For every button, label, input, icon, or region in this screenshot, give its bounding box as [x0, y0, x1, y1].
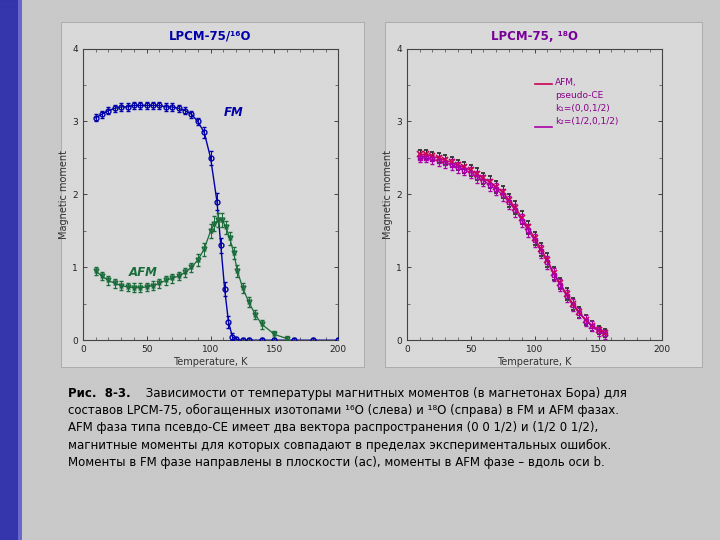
Bar: [18, 0, 22, 540]
Y-axis label: Magnetic moment: Magnetic moment: [60, 150, 69, 239]
Bar: [0, 0, 18, 540]
Text: Рис.  8-3.: Рис. 8-3.: [68, 387, 130, 400]
X-axis label: Temperature, K: Temperature, K: [174, 357, 248, 367]
Text: Зависимости от температуры магнитных моментов (в магнетонах Бора) для: Зависимости от температуры магнитных мом…: [142, 387, 627, 400]
Text: LPCM-75/¹⁶O: LPCM-75/¹⁶O: [169, 30, 252, 43]
Text: составов LPCM-75, обогащенных изотопами ¹⁶O (слева) и ¹⁸O (справа) в FM и AFM фа: составов LPCM-75, обогащенных изотопами …: [68, 387, 618, 469]
Text: FM: FM: [223, 106, 243, 119]
Bar: [385, 22, 702, 367]
Text: AFM,
pseudo-CE
k₁=(0,0,1/2)
k₂=(1/2,0,1/2): AFM, pseudo-CE k₁=(0,0,1/2) k₂=(1/2,0,1/…: [555, 78, 618, 126]
Text: AFM: AFM: [129, 266, 158, 279]
Text: LPCM-75, ¹⁸O: LPCM-75, ¹⁸O: [491, 30, 578, 43]
Bar: [61, 22, 364, 367]
X-axis label: Temperature, K: Temperature, K: [498, 357, 572, 367]
Y-axis label: Magnetic moment: Magnetic moment: [384, 150, 393, 239]
